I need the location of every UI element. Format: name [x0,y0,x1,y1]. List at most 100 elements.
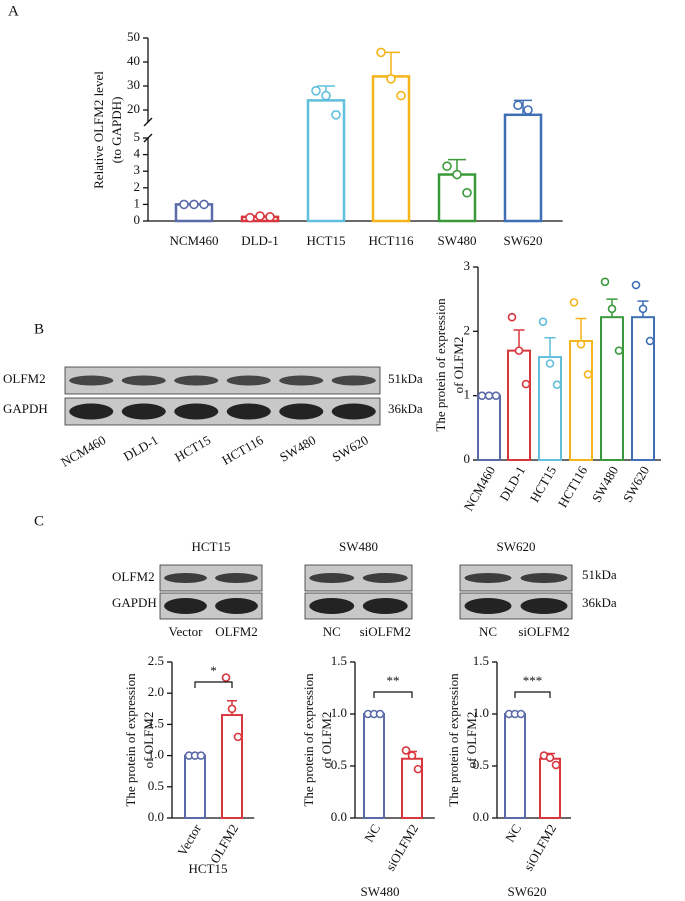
lane-label: siOLFM2 [518,624,569,639]
blot-title: SW480 [339,539,378,554]
blot-band [121,375,166,386]
data-point [614,346,624,355]
x-tick-label: HCT116 [368,233,414,248]
blot-title: SW620 [497,539,536,554]
blot-strip [64,397,381,426]
data-point [462,187,472,198]
y-tick-label: 0.5 [473,757,489,772]
blot-band [362,573,408,583]
data-point [321,90,331,101]
bar [437,173,477,223]
lane-label: SW480 [277,432,318,464]
x-tick-label: DLD-1 [496,463,528,503]
blot-band [69,403,114,420]
x-tick-label: siOLFM2 [383,821,422,873]
x-tick-label: SW620 [504,233,543,248]
data-point [407,751,417,760]
size-label: 51kDa [388,371,423,386]
x-tick-label: HCT15 [527,463,559,504]
lane-label: NCM460 [58,432,108,470]
data-point [227,704,237,714]
data-point [545,753,555,762]
blot-band [309,598,355,614]
y-tick-label: 0.0 [148,809,164,824]
panel-label: C [34,513,44,529]
data-point [245,212,255,223]
lane-label: HCT116 [219,432,266,468]
data-point [569,298,579,307]
data-point [645,336,655,346]
x-tick-label: siOLFM2 [521,821,560,873]
blot-band [520,573,568,583]
bar [184,754,206,819]
blot-band [279,375,324,386]
y-axis-label: of OLFM2 [464,712,479,769]
x-tick-label: HCT116 [555,463,591,510]
blot-band [279,403,324,420]
data-point [551,760,561,770]
data-point [199,199,209,210]
significance-bracket [373,691,413,698]
bar [477,394,501,461]
y-tick-label: 0.5 [148,778,164,793]
data-point [196,751,206,760]
data-point [538,317,548,326]
blot-band [121,403,166,420]
y-tick-label: 5 [134,129,141,144]
bar [538,356,562,462]
data-point [507,312,517,322]
y-tick-label: 0.5 [331,757,347,772]
data-point [221,673,231,682]
data-point [523,105,533,115]
significance-bracket [194,681,233,688]
data-point [375,709,385,719]
y-tick-label: 1.5 [473,653,489,668]
data-point [255,211,265,221]
data-point [638,304,648,314]
data-point [331,110,341,120]
blot-strip [64,366,381,395]
y-axis-label: The protein of expression [123,673,138,807]
data-point [396,90,406,101]
data-point [413,764,423,774]
y-tick-label: 2 [464,322,471,337]
blot-band [464,598,512,614]
bar [504,713,526,819]
data-point [513,100,523,110]
lane-label: HCT15 [172,432,213,464]
bar [507,349,531,461]
data-point [576,339,586,349]
lane-label: Vector [169,624,204,639]
row-label: OLFM2 [112,569,155,584]
y-tick-label: 0.0 [331,809,347,824]
data-point [233,732,243,742]
row-label: OLFM2 [3,371,46,386]
x-tick-label: SW480 [438,233,477,248]
x-tick-label: NC [361,821,383,844]
error-bar [514,99,532,115]
data-point [545,359,555,368]
data-point [376,47,386,58]
x-tick-label: SW620 [620,463,652,504]
y-tick-label: 1.0 [148,747,164,762]
y-tick-label: 0 [134,212,141,227]
y-axis-label: (to GAPDH) [109,97,124,164]
data-point [311,86,321,96]
blot-band [215,573,258,583]
blot-band [226,375,271,386]
blot-band [174,403,219,420]
y-tick-label: 40 [127,53,140,68]
y-axis-label: Relative OLFM2 level [91,71,106,189]
lane-label: SW620 [329,432,370,464]
data-point [607,304,617,314]
y-axis-label: The protein of expression [433,298,448,432]
significance-bracket [514,691,551,698]
data-point [477,391,487,400]
bar [600,316,624,461]
y-axis-label: of OLFM2 [451,337,466,394]
y-tick-label: 1 [134,195,141,210]
x-axis-label: HCT15 [189,861,228,876]
y-axis-label: of OLFM2 [141,712,156,769]
lane-label: OLFM2 [215,624,258,639]
panel-label: A [8,3,19,19]
